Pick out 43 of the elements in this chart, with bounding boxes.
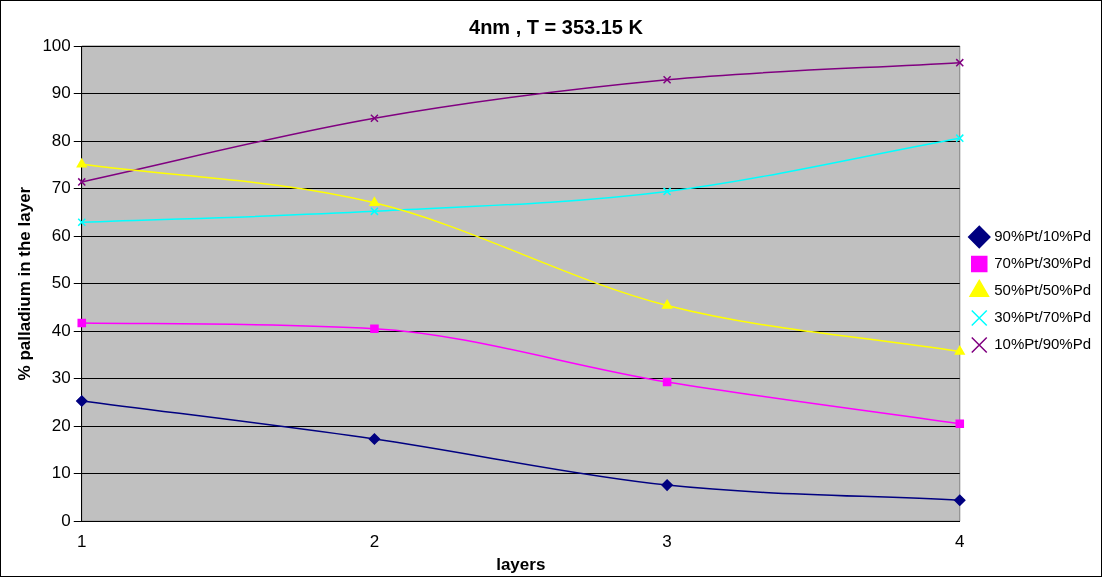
point xyxy=(662,187,672,196)
point xyxy=(662,299,673,309)
point xyxy=(370,324,379,334)
point xyxy=(370,207,379,216)
y-tick-label: 80 xyxy=(51,130,71,150)
legend-label: 50%Pt/50%Pd xyxy=(994,281,1091,299)
x-tick-label: 2 xyxy=(369,532,380,552)
x-axis-title: layers xyxy=(496,555,546,575)
legend-label: 90%Pt/10%Pd xyxy=(994,227,1091,245)
point xyxy=(77,177,87,187)
point xyxy=(77,318,87,328)
y-tick-label: 30 xyxy=(51,368,71,388)
legend-label: 70%Pt/30%Pd xyxy=(994,254,1091,272)
point xyxy=(662,377,672,387)
y-axis-title: % palladium in the layer xyxy=(14,186,34,381)
chart-title: 4nm , T = 353.15 K xyxy=(469,15,644,38)
point xyxy=(661,479,673,491)
point xyxy=(955,58,965,67)
point xyxy=(370,113,379,123)
x-tick-label: 1 xyxy=(77,532,87,552)
y-tick-label: 50 xyxy=(51,273,71,293)
y-tick-label: 40 xyxy=(51,320,71,340)
point xyxy=(77,218,87,227)
y-tick-label: 20 xyxy=(51,415,71,435)
legend-label: 10%Pt/90%Pd xyxy=(994,335,1091,353)
point xyxy=(662,75,672,85)
x-tick-label: 4 xyxy=(955,532,965,552)
x-tick-label: 3 xyxy=(662,532,672,552)
y-tick-label: 70 xyxy=(51,178,71,198)
point xyxy=(954,494,966,507)
point xyxy=(76,158,87,168)
point xyxy=(954,345,965,355)
point xyxy=(368,433,381,445)
y-tick-label: 90 xyxy=(51,83,71,103)
point xyxy=(76,395,88,407)
y-tick-label: 0 xyxy=(61,510,71,530)
y-tick-label: 60 xyxy=(51,225,71,245)
legend-label: 30%Pt/70%Pd xyxy=(994,308,1091,326)
y-tick-label: 10 xyxy=(51,463,71,483)
point xyxy=(955,133,965,143)
point xyxy=(955,419,965,429)
y-tick-label: 100 xyxy=(42,35,71,55)
point xyxy=(369,197,380,207)
